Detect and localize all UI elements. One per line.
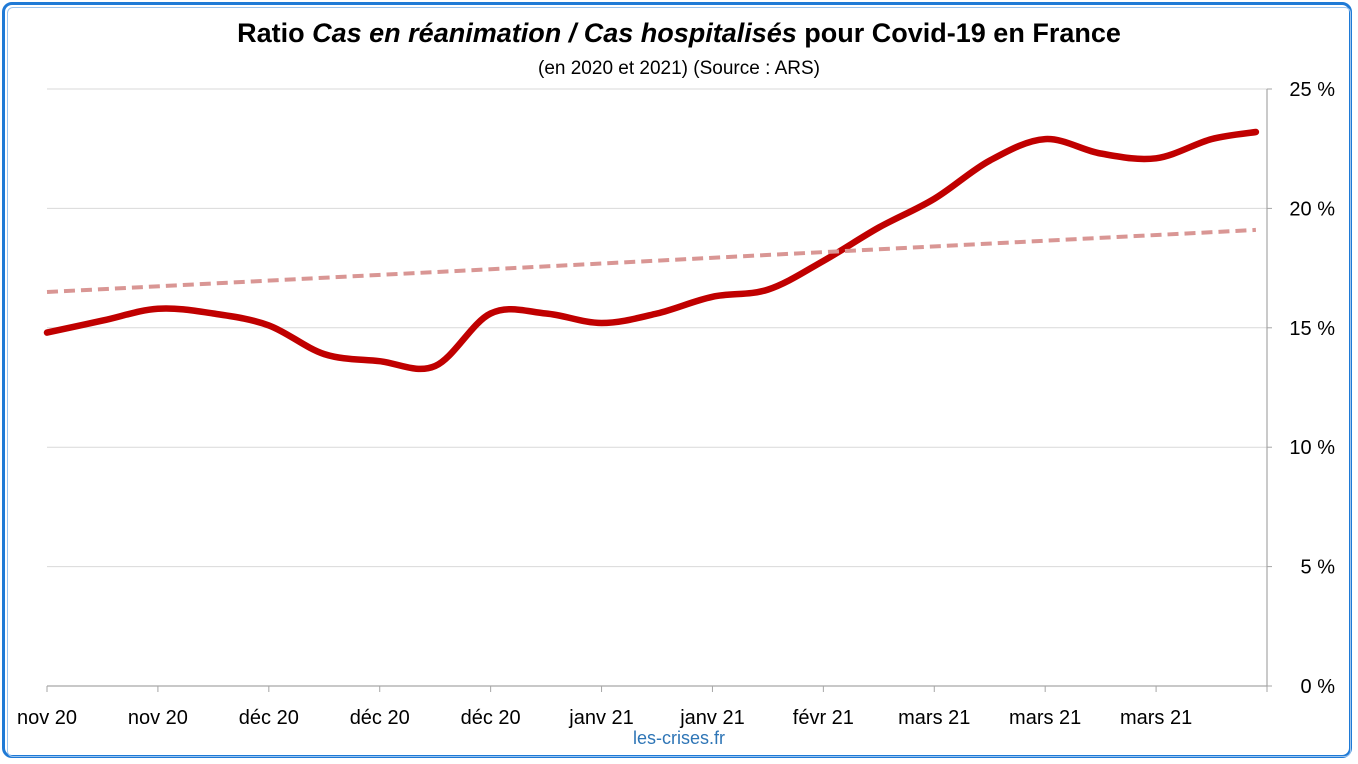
chart-title-italic: Cas en réanimation / Cas hospitalisés [312, 18, 797, 48]
y-tick-label: 15 % [1289, 318, 1335, 340]
y-tick-label: 5 % [1301, 557, 1336, 579]
y-tick-label: 0 % [1301, 676, 1336, 698]
x-tick-label: déc 20 [461, 707, 521, 729]
chart-title: Ratio Cas en réanimation / Cas hospitali… [0, 18, 1358, 49]
x-tick-label: nov 20 [128, 707, 188, 729]
source-note: les-crises.fr [632, 728, 725, 748]
chart-title-post: pour Covid-19 en France [796, 18, 1121, 48]
ratio-line [43, 128, 1260, 373]
x-tick-label: janv 21 [679, 707, 745, 729]
y-tick-label: 25 % [1289, 79, 1335, 101]
x-tick-label: mars 21 [1120, 707, 1192, 729]
x-tick-label: févr 21 [793, 707, 854, 729]
x-tick-label: mars 21 [1009, 707, 1081, 729]
x-tick-label: janv 21 [568, 707, 634, 729]
x-tick-label: nov 20 [17, 707, 77, 729]
x-tick-label: mars 21 [898, 707, 970, 729]
chart-title-pre: Ratio [237, 18, 313, 48]
chart-subtitle: (en 2020 et 2021) (Source : ARS) [538, 58, 820, 79]
x-tick-label: déc 20 [239, 707, 299, 729]
y-tick-label: 10 % [1289, 437, 1335, 459]
x-tick-label: déc 20 [350, 707, 410, 729]
y-tick-label: 20 % [1289, 198, 1335, 220]
trend-line [46, 227, 1257, 294]
